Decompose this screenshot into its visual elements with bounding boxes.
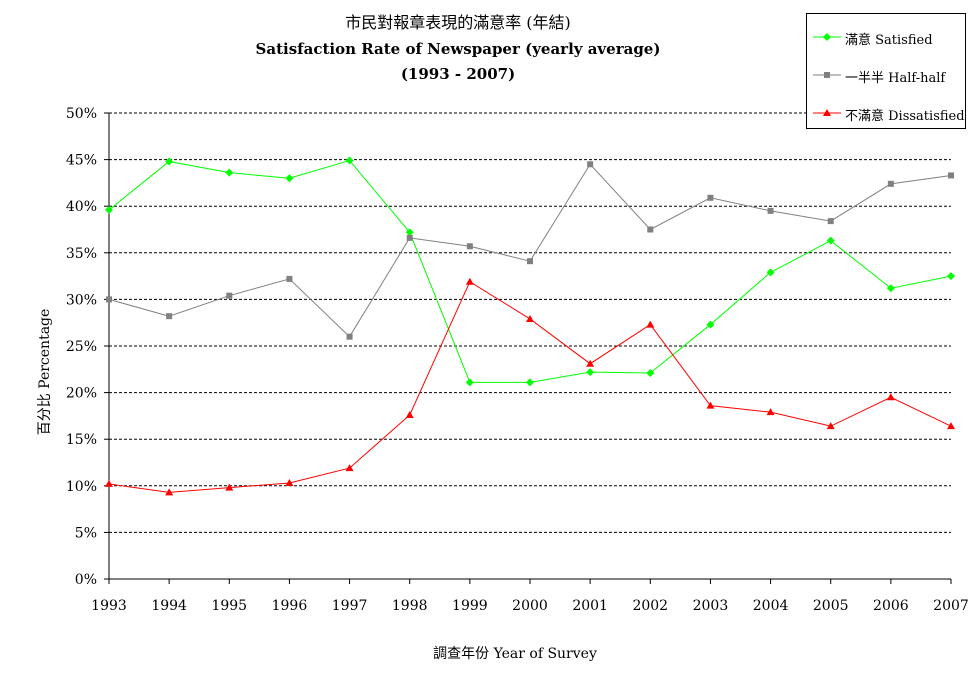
series-lines xyxy=(108,159,952,493)
data-point-diamond xyxy=(405,228,414,237)
data-point-square xyxy=(948,172,954,179)
x-tick-label: 1994 xyxy=(151,598,187,614)
data-point-triangle xyxy=(465,277,474,285)
y-tick-label: 25% xyxy=(66,339,97,355)
data-point-square xyxy=(226,292,233,299)
x-tick-label: 2007 xyxy=(933,598,969,614)
data-point-diamond xyxy=(465,378,474,387)
x-tick-label: 1999 xyxy=(452,598,488,614)
series-line-2 xyxy=(108,280,952,493)
data-point-triangle xyxy=(646,320,655,328)
y-tick-label: 30% xyxy=(66,292,97,308)
data-point-square xyxy=(286,275,293,282)
x-tick-label: 2005 xyxy=(813,598,849,614)
legend: 滿意 Satisfied 一半半 Half-half 不滿意 Dissatisf… xyxy=(806,13,966,129)
x-axis-ticks: 1993 1994 1995 1996 1997 1998 1999 2000 2001 2002… xyxy=(91,579,969,614)
data-point-diamond xyxy=(706,320,715,329)
x-tick-label: 2001 xyxy=(572,598,608,614)
y-tick-label: 5% xyxy=(75,525,97,541)
data-point-square xyxy=(587,161,594,168)
legend-swatch-half-half xyxy=(813,72,841,78)
data-point-square xyxy=(647,226,654,233)
series-line-1 xyxy=(108,163,952,338)
data-point-triangle xyxy=(105,479,113,487)
data-point-triangle xyxy=(826,422,835,430)
chart-title: 市民對報章表現的滿意率 (年結) xyxy=(345,13,571,32)
data-point-square xyxy=(346,333,353,340)
data-point-diamond xyxy=(285,174,294,183)
chart-subtitle: Satisfaction Rate of Newspaper (yearly a… xyxy=(256,40,661,58)
data-point-triangle xyxy=(706,401,715,409)
data-point-diamond xyxy=(345,156,354,165)
data-point-square xyxy=(827,218,834,225)
data-point-triangle xyxy=(165,488,174,496)
y-tick-label: 20% xyxy=(66,386,97,402)
series-line-0 xyxy=(108,159,952,383)
data-point-triangle xyxy=(586,359,595,367)
x-tick-label: 2002 xyxy=(632,598,668,614)
x-axis-label: 調查年份 Year of Survey xyxy=(433,646,597,662)
data-point-square xyxy=(406,234,413,241)
x-tick-label: 1995 xyxy=(211,598,247,614)
legend-label-dissatisfied: 不滿意 Dissatisfied xyxy=(845,109,965,124)
data-point-triangle xyxy=(405,410,414,418)
data-point-square xyxy=(106,296,112,303)
y-axis-ticks: 0% 5% 10% 15% 20% 25% 30% 35% 40% 45% 50% xyxy=(66,106,109,588)
x-tick-label: 2000 xyxy=(512,598,548,614)
data-point-square xyxy=(527,258,533,265)
y-tick-label: 15% xyxy=(66,432,97,448)
y-tick-label: 40% xyxy=(66,199,97,215)
data-point-triangle xyxy=(886,393,895,401)
data-point-triangle xyxy=(766,408,775,416)
x-tick-label: 1998 xyxy=(392,598,428,614)
grid-lines xyxy=(108,112,951,580)
data-point-square xyxy=(707,194,714,201)
data-point-square xyxy=(887,180,894,187)
data-point-triangle xyxy=(345,464,354,472)
legend-label-half-half: 一半半 Half-half xyxy=(845,71,946,86)
x-tick-label: 2006 xyxy=(873,598,909,614)
x-tick-label: 1993 xyxy=(91,598,127,614)
y-tick-label: 35% xyxy=(66,246,97,262)
x-tick-label: 2004 xyxy=(753,598,789,614)
data-point-square xyxy=(166,313,173,320)
data-point-triangle xyxy=(947,422,955,430)
data-point-diamond xyxy=(165,157,174,166)
y-tick-label: 0% xyxy=(75,572,97,588)
series-markers xyxy=(105,156,955,496)
x-tick-label: 1997 xyxy=(332,598,368,614)
data-point-triangle xyxy=(285,479,294,487)
data-point-triangle xyxy=(526,314,534,322)
legend-swatch-satisfied xyxy=(813,33,841,41)
legend-item-satisfied: 滿意 Satisfied xyxy=(807,27,965,48)
legend-label-satisfied: 滿意 Satisfied xyxy=(845,33,933,48)
data-point-diamond xyxy=(225,168,234,177)
legend-item-dissatisfied: 不滿意 Dissatisfied xyxy=(807,103,965,124)
y-tick-label: 50% xyxy=(66,106,97,122)
y-tick-label: 10% xyxy=(66,479,97,495)
legend-item-half-half: 一半半 Half-half xyxy=(807,65,965,86)
data-point-square xyxy=(767,207,774,214)
chart-subtitle-years: (1993 - 2007) xyxy=(401,65,515,83)
y-axis-label: 百分比 Percentage xyxy=(37,309,53,436)
data-point-diamond xyxy=(886,284,895,293)
x-tick-label: 1996 xyxy=(272,598,308,614)
data-point-diamond xyxy=(586,368,595,377)
x-tick-label: 2003 xyxy=(693,598,729,614)
legend-swatch-dissatisfied xyxy=(813,109,841,116)
data-point-diamond xyxy=(826,236,835,245)
data-point-diamond xyxy=(526,378,534,387)
data-point-diamond xyxy=(766,268,775,277)
data-point-diamond xyxy=(646,369,655,378)
data-point-square xyxy=(466,243,473,250)
data-point-triangle xyxy=(225,483,234,491)
data-point-diamond xyxy=(947,272,955,281)
y-tick-label: 45% xyxy=(66,153,97,169)
data-point-diamond xyxy=(105,205,113,214)
